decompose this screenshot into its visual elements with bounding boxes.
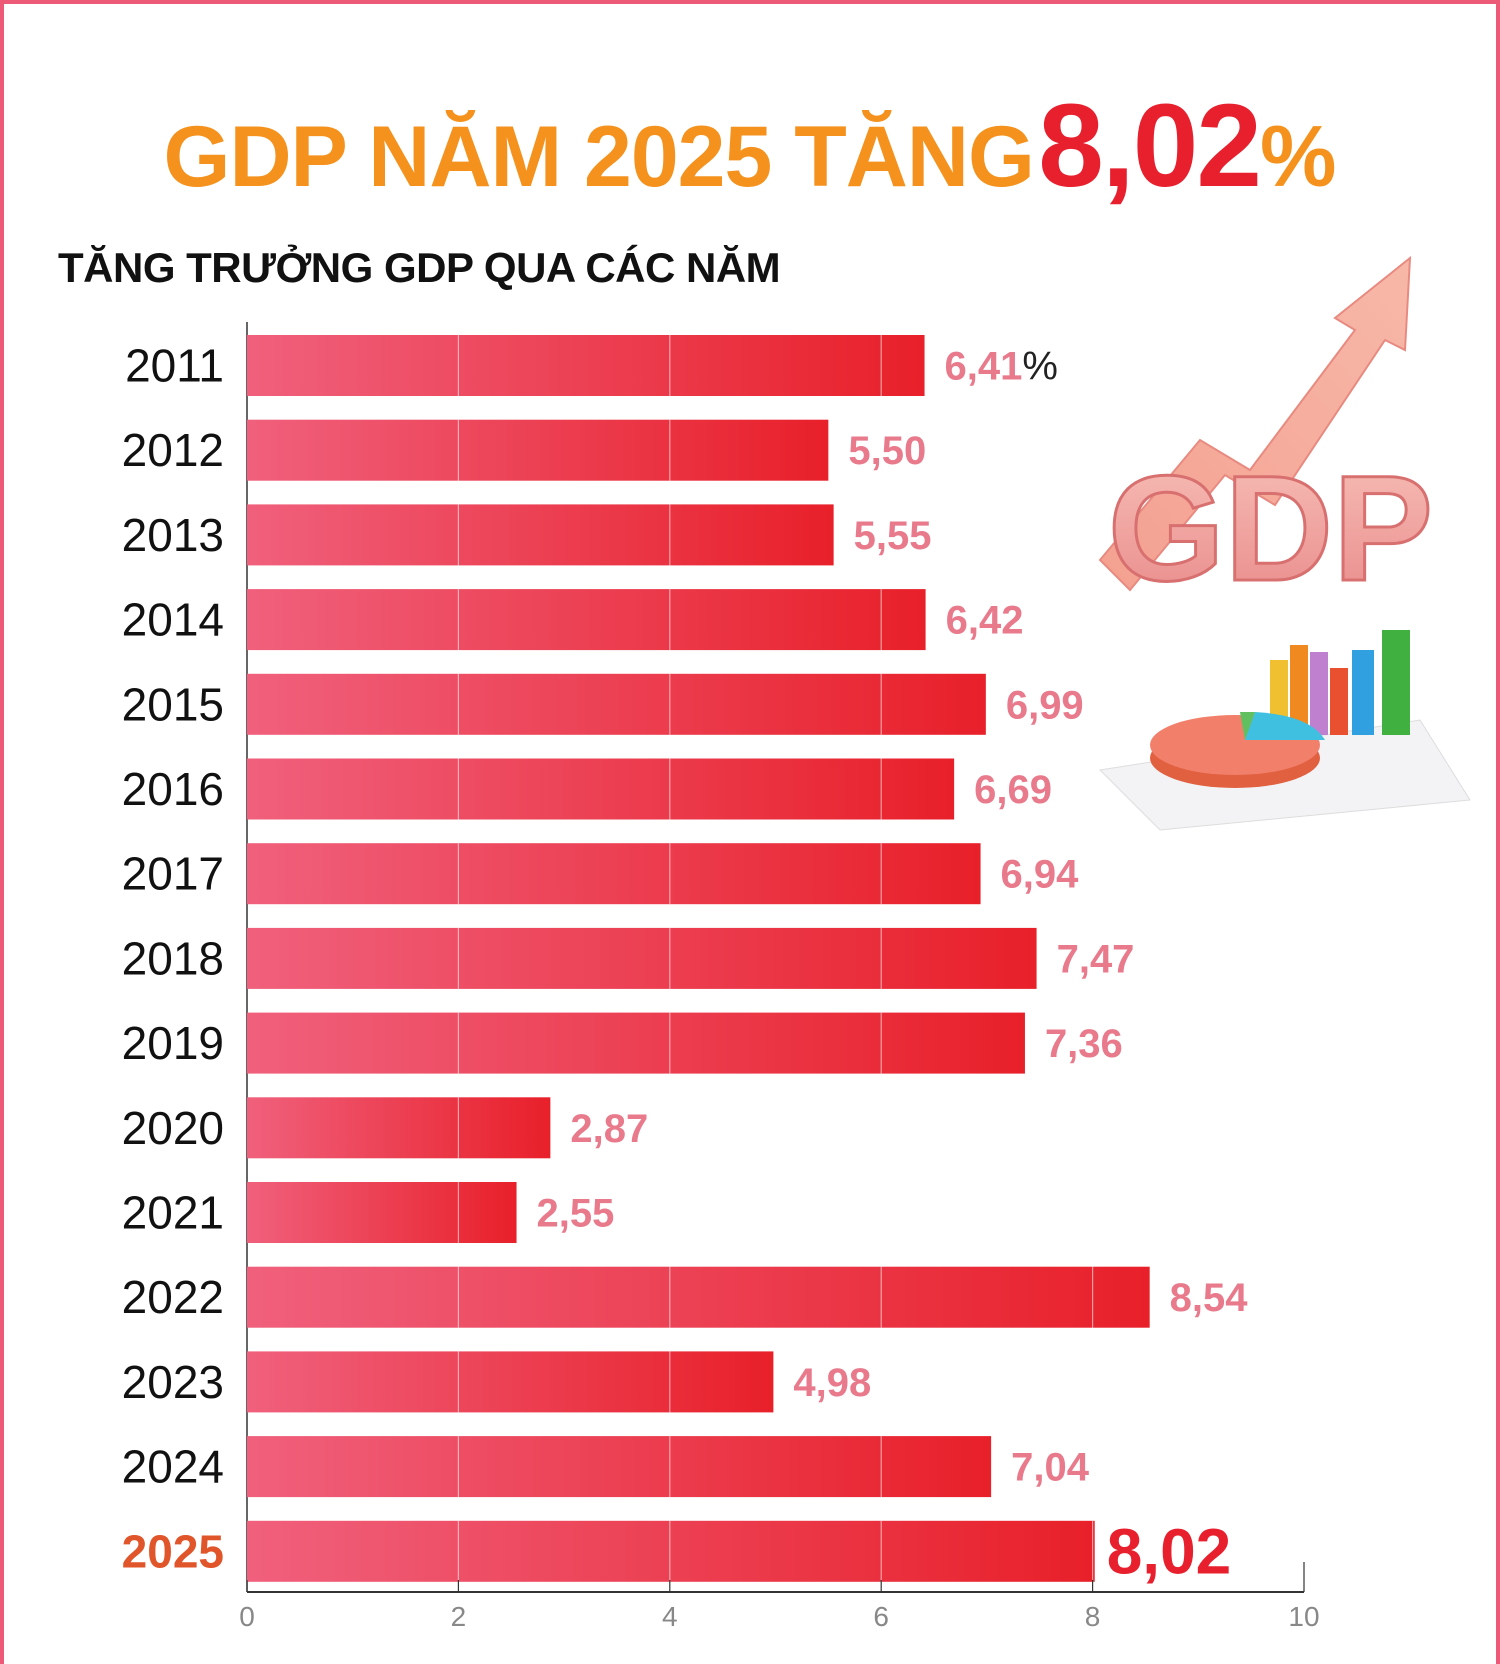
year-label: 2025 <box>122 1525 224 1577</box>
bar-2018 <box>247 927 1037 989</box>
bar-2024 <box>247 1436 992 1498</box>
title-prefix: GDP NĂM 2025 TĂNG <box>163 109 1035 205</box>
value-label: 6,42 <box>946 599 1024 643</box>
year-label: 2019 <box>122 1017 224 1069</box>
page-title: GDP NĂM 2025 TĂNG 8,02% <box>0 78 1500 214</box>
x-tick-label: 10 <box>1288 1601 1319 1632</box>
value-label: 4,98 <box>793 1361 871 1405</box>
x-tick-label: 2 <box>451 1601 467 1632</box>
bar-2019 <box>247 1012 1025 1074</box>
year-label: 2017 <box>122 848 224 900</box>
gdp-logo-text: GDP <box>1108 444 1433 612</box>
value-label: 2,87 <box>570 1107 648 1151</box>
bar-2023 <box>247 1351 774 1413</box>
value-label: 7,47 <box>1057 937 1135 981</box>
value-label: 7,36 <box>1045 1022 1123 1066</box>
year-label: 2018 <box>122 932 224 984</box>
x-tick-label: 8 <box>1085 1601 1101 1632</box>
bar-2016 <box>247 758 955 820</box>
value-label: 5,50 <box>848 429 926 473</box>
x-tick-label: 4 <box>662 1601 678 1632</box>
value-label: 6,69 <box>974 768 1052 812</box>
year-label: 2016 <box>122 763 224 815</box>
year-label: 2015 <box>122 678 224 730</box>
year-label: 2012 <box>122 424 224 476</box>
x-tick-label: 6 <box>873 1601 889 1632</box>
value-label: 6,94 <box>1001 853 1080 897</box>
rising-arrow-icon <box>1098 255 1412 592</box>
value-label: 2,55 <box>537 1192 615 1236</box>
year-label: 2022 <box>122 1271 224 1323</box>
pie-chart-illustration <box>1150 712 1325 788</box>
year-label: 2020 <box>122 1102 224 1154</box>
bar-2025 <box>247 1520 1095 1582</box>
year-label: 2014 <box>122 594 224 646</box>
year-label: 2024 <box>122 1441 224 1493</box>
bar-2017 <box>247 843 981 905</box>
bar-chart-illustration <box>1270 630 1410 735</box>
title-unit: % <box>1259 109 1337 205</box>
bar-2012 <box>247 419 829 481</box>
bar-2015 <box>247 673 986 735</box>
value-label: 7,04 <box>1011 1446 1090 1490</box>
title-value: 8,02 <box>1038 80 1262 212</box>
x-tick-label: 0 <box>239 1601 255 1632</box>
year-label: 2011 <box>125 340 224 392</box>
year-label: 2021 <box>122 1187 224 1239</box>
year-label: 2013 <box>122 509 224 561</box>
bar-2013 <box>247 504 834 566</box>
chart-illustration <box>1098 630 1471 831</box>
bar-2011 <box>247 335 925 396</box>
value-label: 8,02 <box>1107 1515 1232 1587</box>
value-label: 5,55 <box>854 514 932 558</box>
bar-2022 <box>247 1266 1150 1328</box>
bar-2014 <box>247 589 926 651</box>
chart-subtitle: TĂNG TRƯỞNG GDP QUA CÁC NĂM <box>58 244 781 291</box>
gdp-illustration: GDP <box>1098 255 1435 614</box>
bar-2021 <box>247 1182 517 1243</box>
year-label: 2023 <box>122 1356 224 1408</box>
value-label: 6,41% <box>945 345 1058 389</box>
bar-2020 <box>247 1097 551 1159</box>
value-label: 8,54 <box>1170 1276 1249 1320</box>
unit-label: % <box>1022 345 1058 389</box>
value-label: 6,99 <box>1006 683 1084 727</box>
